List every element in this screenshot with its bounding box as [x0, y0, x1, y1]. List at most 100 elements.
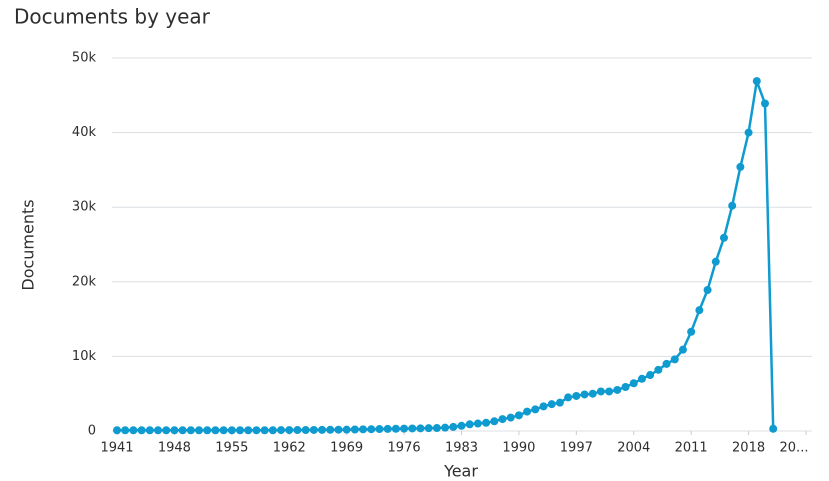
- data-point: [596, 387, 605, 396]
- data-point: [252, 426, 261, 435]
- data-point: [219, 426, 228, 435]
- data-point: [178, 426, 187, 435]
- data-point: [613, 385, 622, 394]
- data-point: [711, 257, 720, 266]
- data-point: [670, 355, 679, 364]
- data-point: [309, 425, 318, 434]
- data-point: [449, 422, 458, 431]
- data-point: [129, 426, 138, 435]
- data-point: [326, 425, 335, 434]
- data-point: [203, 426, 212, 435]
- data-point: [113, 426, 121, 435]
- data-point: [654, 365, 663, 374]
- data-point: [195, 426, 204, 435]
- y-tick-label: 10k: [72, 349, 97, 364]
- data-point: [703, 286, 712, 295]
- y-axis-title: Documents: [19, 199, 38, 290]
- x-tick-label: 1962: [273, 441, 306, 456]
- data-point: [473, 419, 482, 428]
- data-point: [760, 99, 769, 108]
- data-point: [293, 426, 302, 435]
- data-point: [154, 426, 163, 435]
- data-point: [506, 413, 515, 422]
- data-point: [662, 359, 671, 368]
- data-point: [342, 425, 351, 434]
- data-point: [260, 426, 269, 435]
- data-point: [514, 411, 523, 420]
- data-point: [236, 426, 245, 435]
- data-point: [121, 426, 130, 435]
- data-point: [695, 306, 704, 315]
- x-tick-label: 1983: [445, 441, 478, 456]
- data-point: [555, 398, 564, 407]
- x-tick-label: 2011: [675, 441, 708, 456]
- x-tick-label: 1997: [560, 441, 593, 456]
- data-point: [318, 425, 327, 434]
- data-point: [432, 424, 441, 433]
- data-point: [162, 426, 171, 435]
- data-point: [268, 426, 277, 435]
- data-point: [145, 426, 154, 435]
- data-point: [170, 426, 179, 435]
- y-tick-label: 50k: [72, 51, 97, 66]
- x-tick-label: 2018: [732, 441, 765, 456]
- y-tick-label: 30k: [72, 200, 97, 215]
- data-point: [211, 426, 220, 435]
- data-point: [588, 389, 597, 398]
- data-point: [728, 201, 737, 210]
- data-point: [547, 400, 556, 409]
- data-point: [687, 327, 696, 336]
- data-point: [744, 128, 753, 137]
- data-point: [637, 374, 646, 383]
- data-point: [334, 425, 343, 434]
- data-point: [629, 379, 638, 388]
- x-tick-label: 2004: [617, 441, 650, 456]
- data-point: [301, 426, 310, 435]
- x-tick-label: 20...: [780, 441, 809, 456]
- data-point: [137, 426, 146, 435]
- data-point: [539, 402, 548, 411]
- x-axis-title: Year: [443, 462, 478, 481]
- data-point: [465, 420, 474, 429]
- x-tick-label: 1976: [388, 441, 421, 456]
- data-point: [490, 417, 499, 426]
- data-point: [441, 423, 450, 432]
- data-point: [752, 77, 761, 86]
- x-tick-label: 1955: [215, 441, 248, 456]
- data-point: [350, 425, 359, 434]
- data-point: [227, 426, 236, 435]
- y-tick-label: 40k: [72, 125, 97, 140]
- data-point: [424, 424, 433, 433]
- data-point: [285, 426, 294, 435]
- data-point: [383, 424, 392, 433]
- x-tick-label: 1969: [330, 441, 363, 456]
- data-point: [564, 393, 573, 402]
- data-point: [277, 426, 286, 435]
- data-point: [367, 425, 376, 434]
- data-point: [769, 424, 778, 433]
- y-tick-label: 20k: [72, 274, 97, 289]
- data-point: [498, 415, 507, 424]
- data-point: [678, 345, 687, 354]
- data-point: [359, 425, 368, 434]
- data-point: [646, 371, 655, 380]
- chart-title: Documents by year: [14, 5, 211, 29]
- data-point: [580, 390, 589, 399]
- data-point: [523, 407, 532, 416]
- data-point: [391, 424, 400, 433]
- data-point: [457, 421, 466, 430]
- y-tick-label: 0: [88, 424, 96, 439]
- data-point: [531, 405, 540, 414]
- data-point: [244, 426, 253, 435]
- data-point: [572, 391, 581, 400]
- data-point: [375, 425, 384, 434]
- data-point: [605, 387, 614, 396]
- data-point: [416, 424, 425, 433]
- data-point: [408, 424, 417, 433]
- data-point: [719, 233, 728, 242]
- x-tick-label: 1941: [100, 441, 133, 456]
- data-line: [117, 79, 775, 432]
- data-point: [482, 418, 491, 427]
- data-point: [736, 162, 745, 171]
